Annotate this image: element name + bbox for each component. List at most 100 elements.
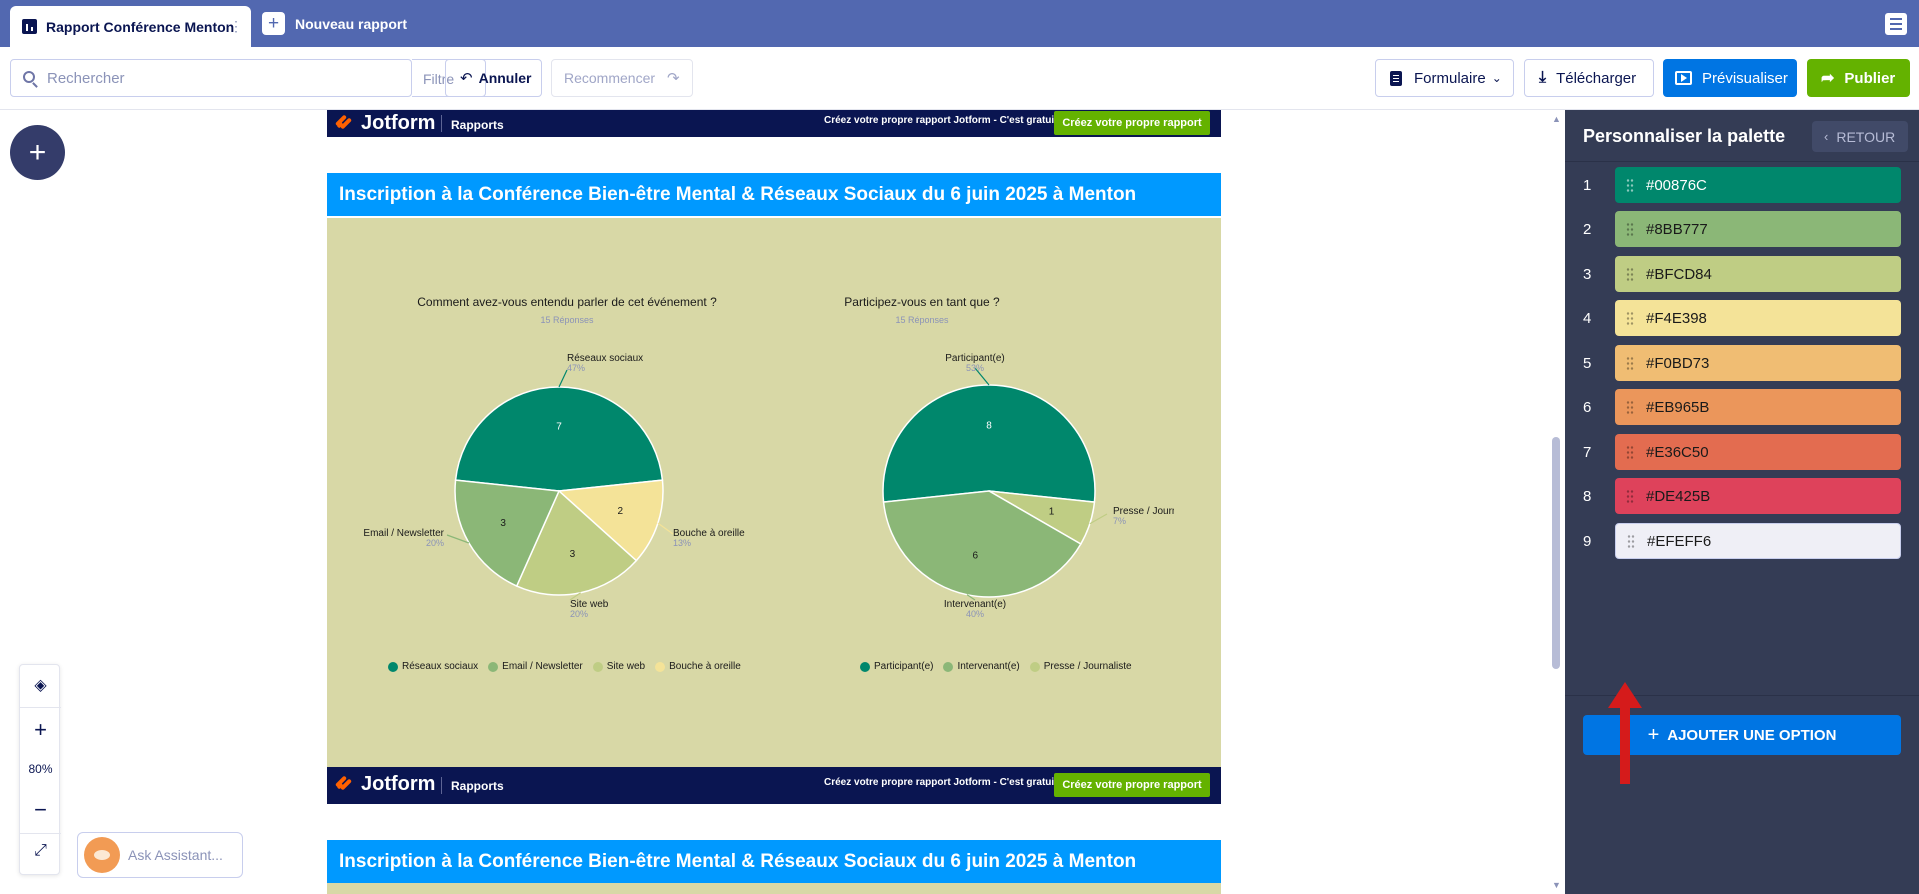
slice-value-label: 8 [986,420,992,431]
cta-button[interactable]: Créez votre propre rapport [1054,773,1210,797]
legend-item[interactable]: Intervenant(e) [943,661,1020,672]
add-option-button[interactable]: + AJOUTER UNE OPTION [1583,715,1901,755]
report-title-bar: Inscription à la Conférence Bien-être Me… [327,173,1221,216]
scroll-up-icon[interactable]: ▲ [1552,114,1561,124]
zoom-out-button[interactable]: − [34,797,47,822]
scroll-down-icon[interactable]: ▼ [1552,880,1561,890]
drag-handle-icon[interactable] [1626,178,1634,192]
slice-leader-line [569,592,581,601]
preview-icon [1675,71,1692,85]
legend-item[interactable]: Presse / Journaliste [1029,661,1132,672]
slice-leader-line [657,522,674,535]
drag-handle-icon[interactable] [1626,445,1634,459]
color-swatch[interactable]: #DE425B [1615,478,1901,514]
menu-icon[interactable] [1885,13,1907,35]
color-hex-value[interactable]: #F4E398 [1646,309,1707,327]
share-arrow-icon: ➦ [1821,70,1835,87]
pie-slice[interactable] [454,386,664,492]
back-button[interactable]: ‹ RETOUR [1812,121,1908,152]
search-input[interactable]: Rechercher [10,59,412,97]
drag-handle-icon[interactable] [1626,489,1634,503]
pie-slice[interactable] [557,479,664,562]
color-hex-value[interactable]: #F0BD73 [1646,354,1710,372]
report-bottom-banner: Jotform Rapports Créez votre propre rapp… [327,767,1221,804]
rapports-label: Rapports [451,779,504,793]
top-bar: Rapport Conférence Menton ⋮ + Nouveau ra… [0,0,1919,47]
report-top-banner: Jotform Rapports Créez votre propre rapp… [327,110,1221,137]
pie-slice[interactable] [882,384,1096,503]
legend-item[interactable]: Site web [592,661,646,672]
slice-value-label: 3 [500,518,506,529]
drag-handle-icon[interactable] [1626,311,1634,325]
form-icon [1390,70,1402,86]
legend-label: Email / Newsletter [502,661,583,672]
layers-icon[interactable]: ◈ [34,677,47,694]
add-element-button[interactable]: + [10,125,65,180]
color-swatch[interactable]: #E36C50 [1615,434,1901,470]
color-swatch[interactable]: #8BB777 [1615,211,1901,247]
form-selector-button[interactable]: Formulaire ⌄ [1375,59,1514,97]
color-hex-value[interactable]: #8BB777 [1646,220,1708,238]
ask-assistant-button[interactable]: Ask Assistant... [77,832,243,878]
download-button[interactable]: ⤓ Télécharger [1524,59,1654,97]
color-hex-value[interactable]: #00876C [1646,176,1707,194]
undo-label: Annuler [478,70,532,86]
scroll-thumb[interactable] [1552,437,1560,669]
tab-options-icon[interactable]: ⋮ [229,18,243,34]
legend-label: Site web [606,661,646,672]
zoom-in-button[interactable]: + [34,717,47,742]
publish-button[interactable]: ➦ Publier [1807,59,1910,97]
undo-icon: ↶ [460,70,473,87]
color-swatch[interactable]: #EB965B [1615,389,1901,425]
color-hex-value[interactable]: #EFEFF6 [1647,532,1712,550]
cta-button[interactable]: Créez votre propre rapport [1054,111,1210,135]
legend-label: Participant(e) [874,661,934,672]
color-swatch[interactable]: #F0BD73 [1615,345,1901,381]
slice-name-label: Réseaux sociaux [567,353,643,364]
color-swatch[interactable]: #F4E398 [1615,300,1901,336]
palette-index: 8 [1583,488,1592,505]
color-hex-value[interactable]: #DE425B [1646,487,1711,505]
new-report-tab[interactable]: + Nouveau rapport [262,12,407,35]
zoom-controls: ◈ + 80% − ⤢ [19,664,61,875]
color-hex-value[interactable]: #EB965B [1646,398,1710,416]
expand-icon[interactable]: ⤢ [34,842,47,859]
legend-item[interactable]: Email / Newsletter [488,661,583,672]
panel-header: Personnaliser la palette ‹ RETOUR [1565,110,1919,162]
drag-handle-icon[interactable] [1627,534,1635,548]
color-swatch[interactable]: #00876C [1615,167,1901,203]
legend-item[interactable]: Réseaux sociaux [388,661,478,672]
chart2-subtitle: 15 Réponses [895,315,949,325]
color-swatch[interactable]: #BFCD84 [1615,256,1901,292]
tab-rapport-conference[interactable]: Rapport Conférence Menton ⋮ [10,6,251,47]
redo-button[interactable]: Recommencer ↷ [551,59,693,97]
color-hex-value[interactable]: #E36C50 [1646,443,1709,461]
color-swatch[interactable]: #EFEFF6 [1615,523,1901,559]
legend-item[interactable]: Bouche à oreille [655,661,741,672]
preview-button[interactable]: Prévisualiser [1663,59,1797,97]
canvas-scrollbar[interactable]: ▲ ▼ [1548,110,1565,894]
download-icon: ⤓ [1539,69,1547,86]
drag-handle-icon[interactable] [1626,356,1634,370]
slice-leader-line [974,367,990,386]
form-label: Formulaire [1414,69,1486,87]
search-placeholder: Rechercher [47,70,125,87]
palette-index: 7 [1583,444,1592,461]
drag-handle-icon[interactable] [1626,267,1634,281]
palette-row: 9 #EFEFF6 [1565,523,1919,559]
palette-row: 7 #E36C50 [1565,434,1919,470]
legend-label: Intervenant(e) [957,661,1020,672]
report-title-2: Inscription à la Conférence Bien-être Me… [339,851,1137,872]
plus-icon: + [1647,723,1660,746]
drag-handle-icon[interactable] [1626,400,1634,414]
cta-text: Créez votre propre rapport Jotform - C'e… [824,115,1058,126]
drag-handle-icon[interactable] [1626,222,1634,236]
legend-item[interactable]: Participant(e) [860,661,933,672]
undo-button[interactable]: ↶ Annuler [445,59,542,97]
preview-label: Prévisualiser [1702,69,1788,87]
search-icon [23,71,35,83]
legend-dot-icon [860,661,870,672]
slice-name-label: Intervenant(e) [944,599,1006,610]
color-hex-value[interactable]: #BFCD84 [1646,265,1712,283]
